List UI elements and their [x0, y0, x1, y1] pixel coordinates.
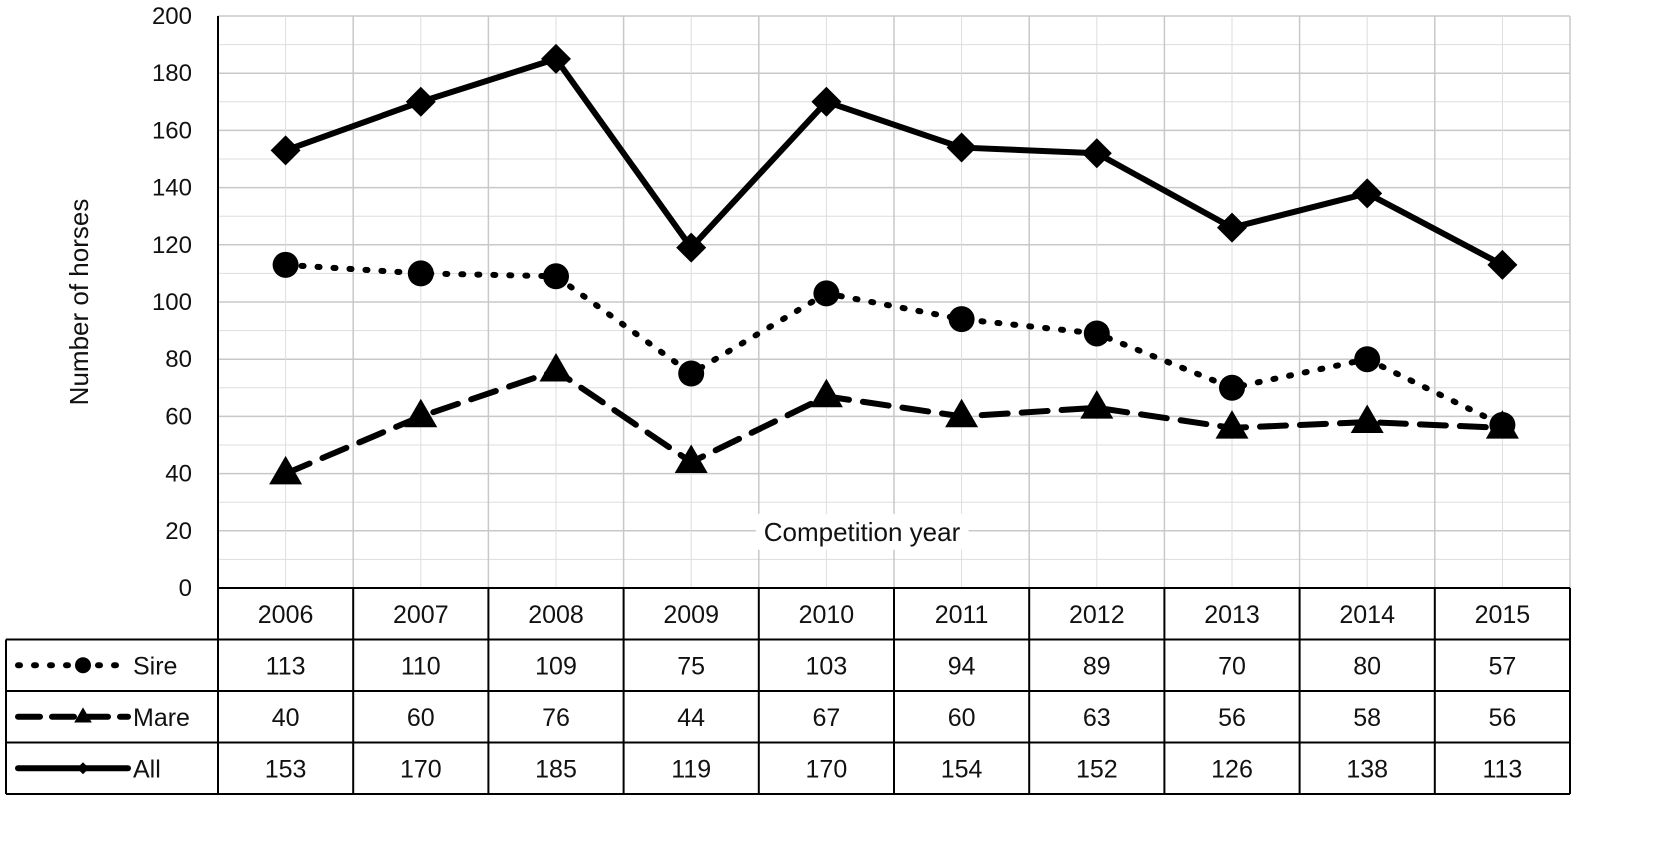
data-point-mare: [404, 398, 438, 428]
data-point-mare: [1080, 390, 1114, 419]
x-category-label: 2006: [258, 601, 314, 629]
x-category-label: 2010: [799, 601, 855, 629]
gridlines: [217, 15, 1571, 588]
y-tick-label: 40: [165, 461, 192, 488]
y-tick-label: 100: [152, 289, 192, 316]
table-value-sire: 89: [1083, 652, 1111, 680]
data-point-mare: [269, 455, 303, 485]
y-tick-label: 180: [152, 60, 192, 87]
table-value-all: 154: [941, 755, 983, 783]
data-point-sire: [678, 360, 705, 387]
series-lines: [282, 55, 1506, 477]
y-tick-label: 80: [165, 346, 192, 373]
data-point-sire: [1083, 320, 1110, 347]
data-point-sire: [1354, 346, 1381, 373]
data-point-sire: [1219, 374, 1245, 401]
data-point-all: [1081, 138, 1112, 169]
table-value-sire: 70: [1218, 652, 1246, 680]
axes: 0 20 40 60 80 100 120 140 160 180 200: [152, 3, 219, 602]
series-markers: [269, 43, 1519, 485]
data-point-all: [270, 135, 301, 166]
data-point-all: [811, 86, 842, 117]
table-value-all: 170: [400, 755, 442, 783]
legend-key-marker-sire: [75, 657, 91, 674]
series-line-mare: [282, 367, 1506, 477]
legend-key-marker-all: [77, 762, 89, 775]
y-tick-label: 200: [152, 3, 192, 30]
y-tick-label: 160: [152, 117, 192, 144]
x-category-label: 2015: [1475, 601, 1531, 629]
x-category-label: 2012: [1069, 601, 1125, 629]
data-point-sire: [813, 280, 840, 307]
table-value-mare: 63: [1083, 704, 1111, 732]
x-category-label: 2007: [393, 601, 449, 629]
data-point-sire: [543, 263, 569, 290]
series-line-all: [282, 55, 1506, 268]
data-point-sire: [948, 306, 975, 333]
x-category-label: 2011: [935, 601, 989, 629]
table-value-mare: 76: [542, 704, 570, 732]
y-tick-label: 60: [165, 403, 192, 430]
table-value-mare: 44: [677, 704, 705, 732]
x-category-label: 2009: [663, 601, 719, 629]
x-axis-title: Competition year: [764, 517, 961, 547]
table-value-all: 152: [1076, 755, 1118, 783]
data-point-all: [946, 132, 977, 163]
legend-label-mare: Mare: [133, 704, 190, 732]
data-point-mare: [945, 398, 979, 428]
table-value-all: 138: [1346, 755, 1388, 783]
x-category-label: 2013: [1204, 601, 1260, 629]
table-value-all: 170: [806, 755, 848, 783]
table-value-mare: 60: [948, 704, 976, 732]
table-value-all: 126: [1211, 755, 1253, 783]
data-point-all: [1352, 178, 1383, 209]
table-value-mare: 67: [812, 704, 840, 732]
table-value-all: 113: [1482, 755, 1522, 783]
x-category-label: 2014: [1339, 601, 1395, 629]
data-point-mare: [1215, 410, 1249, 439]
table-value-sire: 109: [535, 652, 577, 680]
table-value-sire: 94: [948, 652, 976, 680]
data-point-all: [1217, 212, 1247, 243]
x-category-label: 2008: [528, 601, 584, 629]
table-value-all: 153: [265, 755, 307, 783]
data-point-all: [541, 43, 571, 74]
table-value-mare: 58: [1353, 704, 1381, 732]
table-value-all: 119: [671, 755, 711, 783]
data-table: 2006 2007 2008 2009 2010 2011 2012 2013 2014 2015…: [5, 587, 1571, 795]
data-point-mare: [1350, 404, 1384, 433]
y-tick-label: 120: [152, 232, 192, 259]
data-point-all: [1487, 249, 1518, 280]
x-axis-title-background: [755, 513, 969, 550]
y-tick-label: 0: [179, 575, 192, 602]
data-point-sire: [272, 251, 299, 278]
y-axis-title: Number of horses: [64, 199, 94, 406]
data-point-all: [676, 232, 707, 263]
legend-label-all: All: [133, 755, 161, 783]
y-tick-label: 140: [152, 175, 192, 202]
table-value-all: 185: [535, 755, 577, 783]
legend-label-sire: Sire: [133, 652, 177, 680]
y-tick-label: 20: [165, 518, 192, 545]
table-value-sire: 110: [401, 652, 441, 680]
data-point-mare: [674, 444, 708, 473]
legend-key-marker-mare: [74, 707, 92, 723]
data-point-all: [405, 86, 436, 117]
table-value-mare: 56: [1488, 704, 1516, 732]
table-value-sire: 103: [806, 652, 848, 680]
data-point-mare: [809, 378, 843, 408]
table-value-mare: 40: [272, 704, 300, 732]
table-value-sire: 75: [677, 652, 705, 680]
table-value-sire: 80: [1353, 652, 1381, 680]
table-value-sire: 57: [1488, 652, 1516, 680]
table-value-mare: 56: [1218, 704, 1246, 732]
data-point-mare: [539, 352, 573, 382]
data-point-mare: [1485, 410, 1519, 439]
data-point-sire: [407, 260, 434, 287]
labels: Number of horses Competition year: [64, 199, 969, 550]
table-value-sire: 113: [266, 652, 306, 680]
table-value-mare: 60: [407, 704, 435, 732]
